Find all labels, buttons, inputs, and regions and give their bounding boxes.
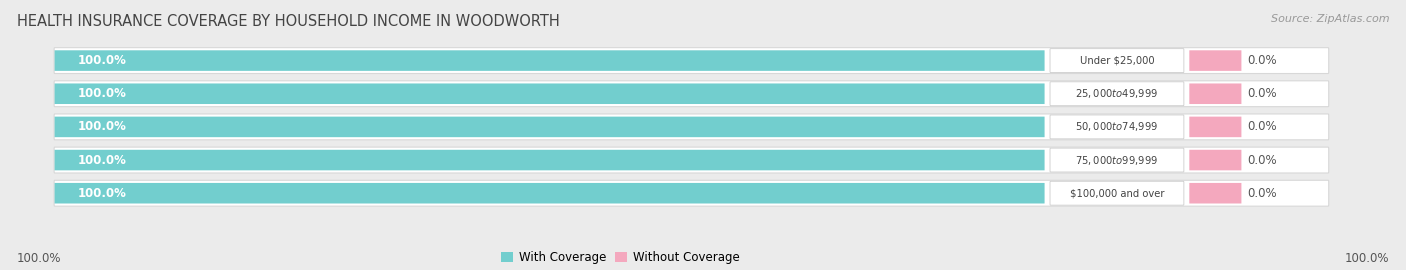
Text: 100.0%: 100.0% (77, 154, 127, 167)
Text: Under $25,000: Under $25,000 (1080, 56, 1154, 66)
FancyBboxPatch shape (1189, 117, 1241, 137)
FancyBboxPatch shape (53, 114, 1329, 140)
Text: 100.0%: 100.0% (77, 120, 127, 133)
FancyBboxPatch shape (53, 147, 1329, 173)
FancyBboxPatch shape (55, 183, 1045, 204)
FancyBboxPatch shape (1189, 150, 1241, 170)
FancyBboxPatch shape (1050, 181, 1184, 205)
Text: 0.0%: 0.0% (1247, 187, 1277, 200)
FancyBboxPatch shape (1050, 82, 1184, 106)
Text: 100.0%: 100.0% (1344, 252, 1389, 265)
Text: $25,000 to $49,999: $25,000 to $49,999 (1076, 87, 1159, 100)
Text: Source: ZipAtlas.com: Source: ZipAtlas.com (1271, 14, 1389, 23)
Legend: With Coverage, Without Coverage: With Coverage, Without Coverage (496, 246, 745, 268)
FancyBboxPatch shape (1189, 83, 1241, 104)
FancyBboxPatch shape (53, 81, 1329, 107)
Text: $50,000 to $74,999: $50,000 to $74,999 (1076, 120, 1159, 133)
Text: 0.0%: 0.0% (1247, 87, 1277, 100)
Text: $100,000 and over: $100,000 and over (1070, 188, 1164, 198)
FancyBboxPatch shape (1050, 148, 1184, 172)
FancyBboxPatch shape (55, 83, 1045, 104)
FancyBboxPatch shape (55, 117, 1045, 137)
Text: HEALTH INSURANCE COVERAGE BY HOUSEHOLD INCOME IN WOODWORTH: HEALTH INSURANCE COVERAGE BY HOUSEHOLD I… (17, 14, 560, 29)
FancyBboxPatch shape (1189, 183, 1241, 204)
Text: $75,000 to $99,999: $75,000 to $99,999 (1076, 154, 1159, 167)
FancyBboxPatch shape (1050, 115, 1184, 139)
Text: 100.0%: 100.0% (77, 87, 127, 100)
FancyBboxPatch shape (1050, 49, 1184, 73)
Text: 0.0%: 0.0% (1247, 54, 1277, 67)
FancyBboxPatch shape (55, 150, 1045, 170)
Text: 0.0%: 0.0% (1247, 120, 1277, 133)
Text: 100.0%: 100.0% (17, 252, 62, 265)
Text: 100.0%: 100.0% (77, 187, 127, 200)
FancyBboxPatch shape (1189, 50, 1241, 71)
FancyBboxPatch shape (55, 50, 1045, 71)
Text: 100.0%: 100.0% (77, 54, 127, 67)
FancyBboxPatch shape (53, 180, 1329, 206)
FancyBboxPatch shape (53, 48, 1329, 73)
Text: 0.0%: 0.0% (1247, 154, 1277, 167)
